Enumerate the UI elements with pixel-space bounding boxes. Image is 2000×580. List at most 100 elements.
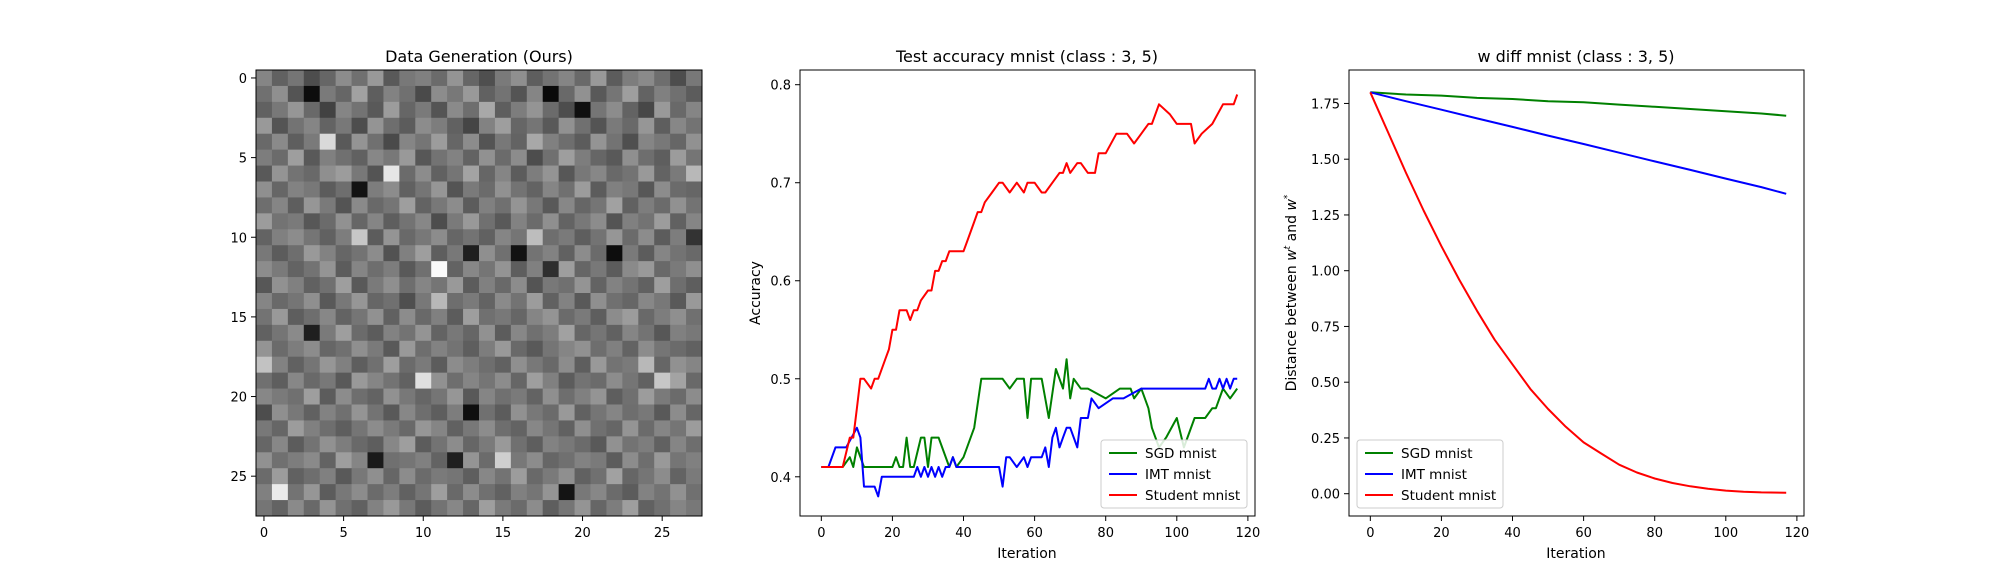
heatmap-cell (335, 324, 352, 342)
heatmap-cell (510, 197, 528, 214)
x-tick-label: 80 (1097, 526, 1114, 541)
heatmap-cell (542, 324, 560, 342)
heatmap-cell (654, 404, 671, 421)
y-tick-label: 10 (230, 231, 247, 246)
x-tick-label: 10 (415, 526, 432, 541)
heatmap-cell (542, 101, 560, 119)
heatmap-cell (558, 308, 575, 326)
x-tick-label: 40 (1504, 526, 1521, 541)
heatmap-cell (622, 308, 639, 326)
heatmap-cell (303, 324, 321, 342)
y-tick-label: 0.7 (770, 177, 791, 192)
legend-label: IMT mnist (1401, 467, 1467, 483)
heatmap-cell (367, 293, 384, 310)
heatmap-cell (399, 356, 416, 374)
heatmap-cell (526, 452, 544, 469)
heatmap-cell (686, 308, 703, 326)
heatmap-cell (670, 149, 687, 166)
heatmap-cell (319, 468, 337, 485)
heatmap-cell (542, 229, 560, 246)
heatmap-cell (351, 420, 368, 437)
heatmap-cell (351, 261, 368, 278)
heatmap-cell (558, 85, 575, 103)
heatmap-cell (622, 388, 639, 405)
heatmap-cell (494, 404, 512, 421)
accuracy-legend: SGD mnist IMT mnist Student mnist (1100, 439, 1248, 509)
heatmap-cell (447, 101, 464, 119)
legend-box (1356, 439, 1504, 509)
heatmap-cell (606, 181, 623, 198)
heatmap-cell (351, 372, 368, 389)
heatmap-cell (542, 70, 560, 87)
heatmap-cell (367, 229, 384, 246)
heatmap-cell (542, 308, 560, 326)
heatmap-cell (574, 324, 591, 342)
heatmap-cell (574, 468, 591, 485)
heatmap-cell (606, 484, 623, 501)
heatmap-cell (383, 85, 400, 103)
heatmap-cell (415, 70, 432, 87)
heatmap-cell (447, 388, 464, 405)
heatmap-cell (287, 133, 305, 151)
heatmap-cell (510, 277, 528, 294)
heatmap-cell (606, 229, 623, 246)
heatmap-cell (367, 101, 384, 119)
x-tick-label: 15 (495, 526, 512, 541)
heatmap-cell (271, 149, 289, 166)
heatmap-cell (319, 197, 337, 214)
heatmap-cell (351, 117, 368, 135)
heatmap-cell (494, 308, 512, 326)
heatmap-cell (415, 452, 432, 469)
heatmap-cell (558, 388, 575, 405)
heatmap-cell (256, 213, 273, 230)
heatmap-cell (383, 500, 400, 517)
heatmap-cell (622, 484, 639, 501)
heatmap-cell (287, 356, 305, 374)
heatmap-cell (287, 452, 305, 469)
heatmap-cell (590, 261, 607, 278)
heatmap-cell (510, 261, 528, 278)
heatmap-cell (335, 245, 352, 262)
heatmap-cell (526, 85, 544, 103)
heatmap-cell (670, 261, 687, 278)
heatmap-cell (494, 468, 512, 485)
heatmap-cell (367, 165, 384, 182)
heatmap-cell (510, 324, 528, 342)
heatmap-cell (622, 245, 639, 262)
heatmap-cell (256, 165, 273, 182)
heatmap-cell (383, 436, 400, 453)
heatmap-cell (574, 420, 591, 437)
heatmap-cell (686, 404, 703, 421)
heatmap-cell (606, 293, 623, 310)
heatmap-cell (431, 213, 448, 230)
heatmap-cell (606, 197, 623, 214)
y-tick-label: 0.6 (770, 275, 791, 290)
heatmap-cell (319, 293, 337, 310)
heatmap-cell (479, 452, 496, 469)
heatmap-cell (479, 197, 496, 214)
heatmap-cell (670, 277, 687, 294)
heatmap-cell (590, 340, 607, 358)
heatmap-cell (319, 356, 337, 374)
heatmap-cell (303, 484, 321, 501)
heatmap-cell (574, 340, 591, 358)
heatmap-cell (367, 197, 384, 214)
heatmap-cell (256, 324, 273, 342)
heatmap-cell (606, 468, 623, 485)
heatmap-cell (542, 277, 560, 294)
heatmap-cell (319, 372, 337, 389)
heatmap-cell (686, 213, 703, 230)
legend-label: Student mnist (1145, 488, 1240, 504)
heatmap-cell (638, 436, 655, 453)
heatmap-cell (622, 500, 639, 517)
heatmap-cell (463, 133, 480, 151)
x-tick-label: 40 (955, 526, 972, 541)
heatmap-cell (287, 340, 305, 358)
y-tick-label: 1.50 (1311, 153, 1340, 168)
heatmap-cell (399, 245, 416, 262)
heatmap-cell (367, 133, 384, 151)
heatmap-cell (256, 245, 273, 262)
heatmap-cell (510, 133, 528, 151)
heatmap-cell (335, 340, 352, 358)
heatmap-cell (351, 213, 368, 230)
